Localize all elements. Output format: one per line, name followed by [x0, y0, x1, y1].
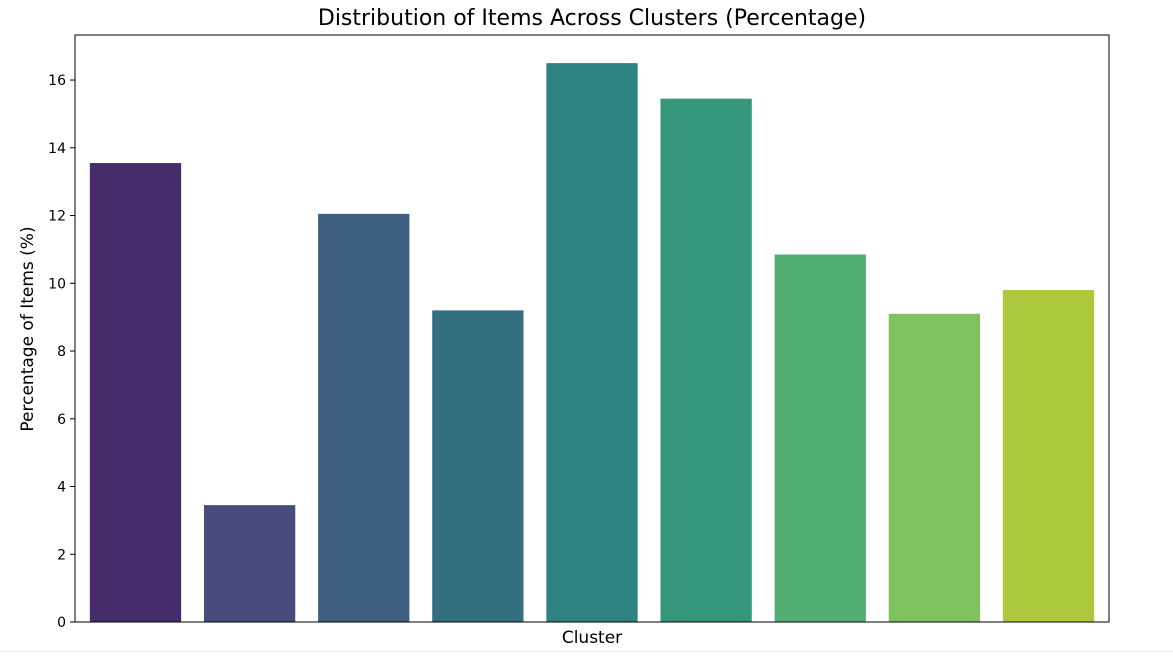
bar-1: [89, 163, 182, 623]
bar-4: [432, 310, 524, 622]
chart-title: Distribution of Items Across Clusters (P…: [318, 6, 866, 31]
bar-2: [203, 505, 296, 622]
y-tick-label: 16: [48, 73, 66, 89]
bar-5: [546, 63, 638, 623]
y-axis: 0 2 4 6 8 10 12 14 16: [48, 73, 75, 631]
bar-7: [774, 254, 866, 623]
y-tick-label: 12: [48, 209, 66, 225]
y-tick-label: 6: [57, 412, 66, 428]
y-tick-label: 0: [57, 615, 66, 631]
y-tick-label: 10: [48, 276, 66, 292]
y-axis-label: Percentage of Items (%): [18, 226, 38, 431]
bar-6: [660, 98, 752, 623]
bars-layer: [89, 63, 1095, 623]
bar-8: [888, 313, 981, 622]
bar-3: [318, 213, 410, 622]
bottom-divider: [0, 651, 1173, 652]
y-tick-label: 2: [57, 547, 66, 563]
y-tick-label: 8: [57, 344, 66, 360]
y-tick-label: 4: [57, 480, 66, 496]
plot-frame: [74, 34, 1110, 623]
bar-9: [1002, 290, 1095, 622]
x-axis-label: Cluster: [562, 628, 622, 648]
y-tick-label: 14: [48, 141, 66, 157]
